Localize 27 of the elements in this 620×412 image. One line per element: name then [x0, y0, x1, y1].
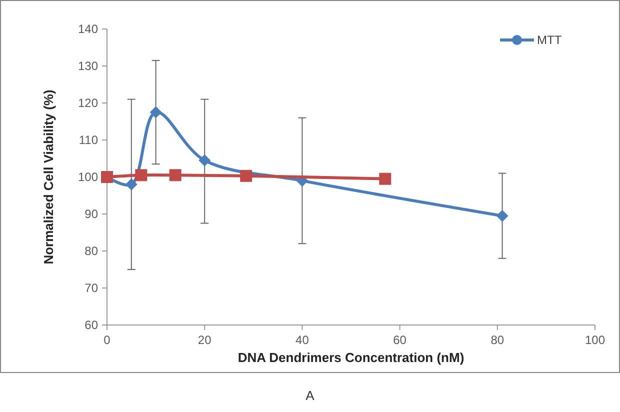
x-tick-label: 40 [296, 333, 310, 347]
point [379, 172, 392, 185]
y-tick-label: 120 [78, 96, 98, 110]
x-tick-label: 100 [584, 333, 606, 347]
y-tick-label: 100 [78, 170, 98, 184]
x-tick-label: 20 [198, 333, 212, 347]
point [169, 169, 182, 182]
x-tick-label: 80 [490, 333, 504, 347]
point [496, 210, 508, 222]
y-tick-label: 140 [78, 22, 98, 36]
point [240, 170, 252, 182]
y-tick-label: 60 [84, 318, 98, 332]
point [125, 178, 138, 190]
y-tick-label: 110 [78, 133, 98, 148]
point [150, 106, 162, 118]
point [135, 169, 148, 182]
x-axis-title: DNA Dendrimers Concentration (nM) [238, 350, 464, 365]
y-tick-label: 130 [78, 59, 98, 74]
text: A [306, 388, 315, 403]
y-tick-label: 70 [84, 281, 98, 296]
x-tick-label: 60 [393, 333, 407, 347]
y-axis-title: Normalized Cell Viability (%) [41, 90, 56, 264]
y-tick-label: 80 [84, 244, 98, 258]
x-tick-label: 0 [104, 333, 111, 347]
y-tick-label: 90 [84, 207, 98, 222]
point [198, 154, 211, 166]
legend-label: MTT [537, 33, 562, 48]
